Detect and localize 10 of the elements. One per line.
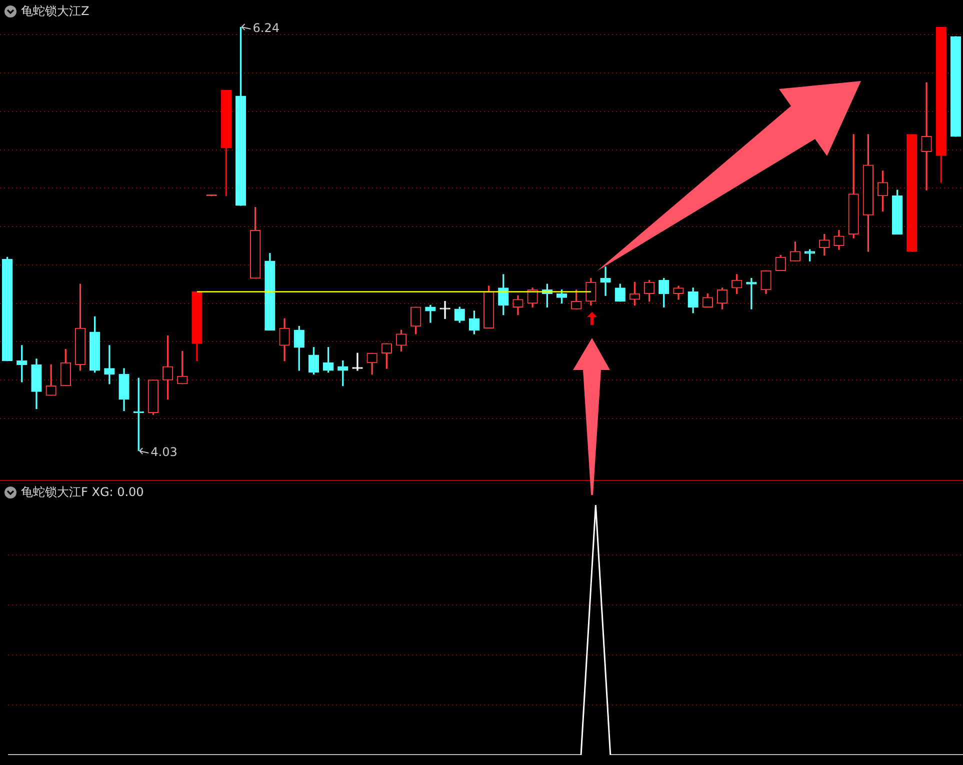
candlestick [440, 301, 450, 319]
annotation: 4.03 [150, 445, 178, 460]
candlestick [104, 345, 115, 384]
candlestick [600, 266, 611, 296]
candlestick [425, 304, 436, 323]
chart-title: 龟蛇锁大江Z [21, 3, 90, 20]
annotation: 6.24 [252, 21, 280, 36]
candlestick [921, 82, 932, 190]
candlestick [352, 352, 363, 371]
chart-title: 龟蛇锁大江F XG: 0.00 [21, 484, 144, 501]
